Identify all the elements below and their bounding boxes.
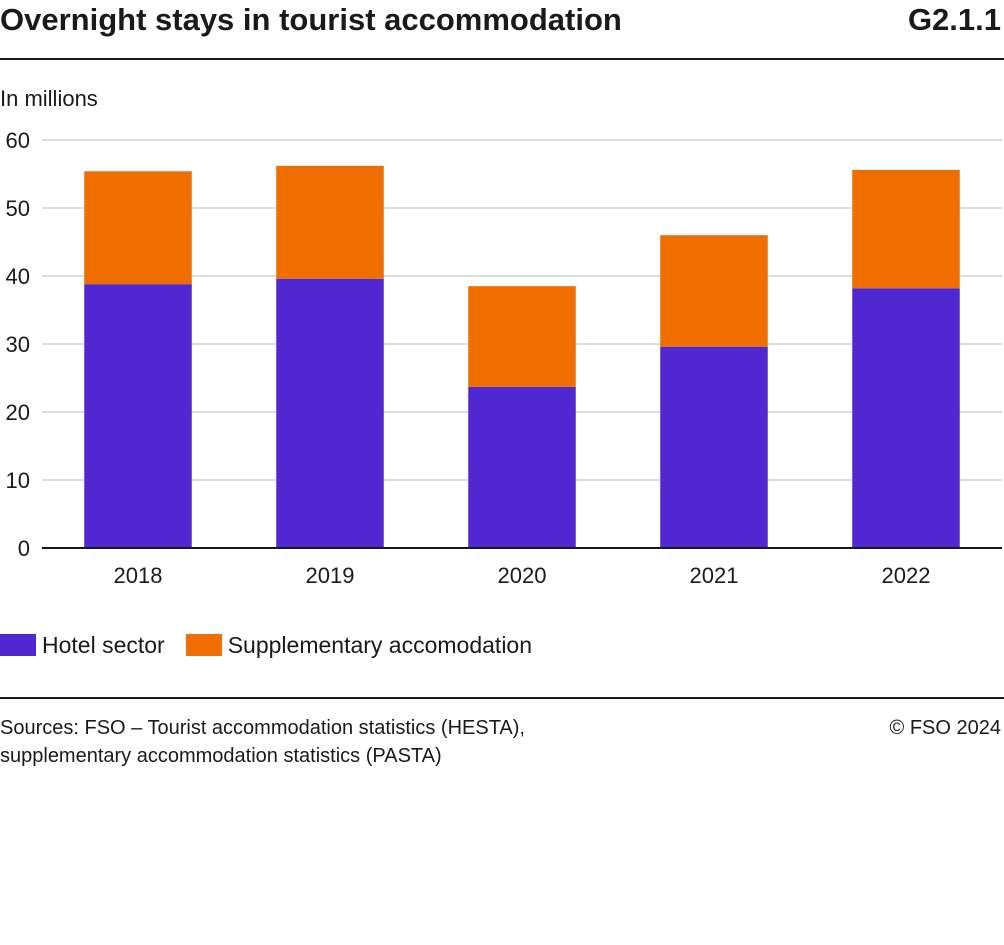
bar-hotel-2020 [468,386,576,548]
y-tick-label: 50 [6,196,30,221]
x-tick-label: 2018 [114,563,163,588]
bar-supplementary-2020 [468,286,576,387]
sources-line-1: Sources: FSO – Tourist accommodation sta… [0,717,525,739]
figure-code: G2.1.1 [907,2,1001,37]
legend-item-hotel: Hotel sector [0,632,165,659]
x-tick-label: 2020 [498,563,547,588]
chart-title: Overnight stays in tourist accommodation [0,2,622,37]
bar-hotel-2021 [660,346,768,548]
top-divider [0,58,1004,60]
y-tick-label: 20 [6,400,30,425]
bar-supplementary-2019 [276,165,384,279]
y-tick-label: 0 [18,536,30,561]
bar-supplementary-2018 [84,171,192,285]
stacked-bar-chart: 0 10 20 30 40 50 60 2018 2019 2020 2021 2022 [6,128,1002,588]
copyright: © FSO 2024 [889,717,1001,739]
legend-item-supplementary: Supplementary accomodation [185,631,533,659]
unit-label: In millions [0,86,98,111]
legend-swatch-supplementary [185,634,222,656]
sources-line-2: supplementary accommodation statistics (… [0,745,442,767]
bar-supplementary-2021 [660,235,768,347]
bar-hotel-2022 [852,288,960,548]
legend-label-hotel: Hotel sector [42,631,165,658]
sources-note: Sources: FSO – Tourist accommodation sta… [0,714,525,770]
legend-swatch-hotel [0,634,36,656]
legend-label-supplementary: Supplementary accomodation [227,631,533,658]
x-tick-label: 2022 [882,563,931,588]
bar-hotel-2019 [276,278,384,548]
bottom-divider [0,697,1004,699]
y-tick-label: 10 [6,468,30,493]
x-tick-label: 2019 [306,563,355,588]
y-tick-label: 40 [6,264,30,289]
legend: Hotel sector Supplementary accomodation [0,630,553,660]
bar-hotel-2018 [84,284,192,548]
x-tick-label: 2021 [690,563,739,588]
y-tick-label: 30 [6,332,30,357]
y-tick-label: 60 [6,128,30,153]
bar-supplementary-2022 [852,169,960,289]
